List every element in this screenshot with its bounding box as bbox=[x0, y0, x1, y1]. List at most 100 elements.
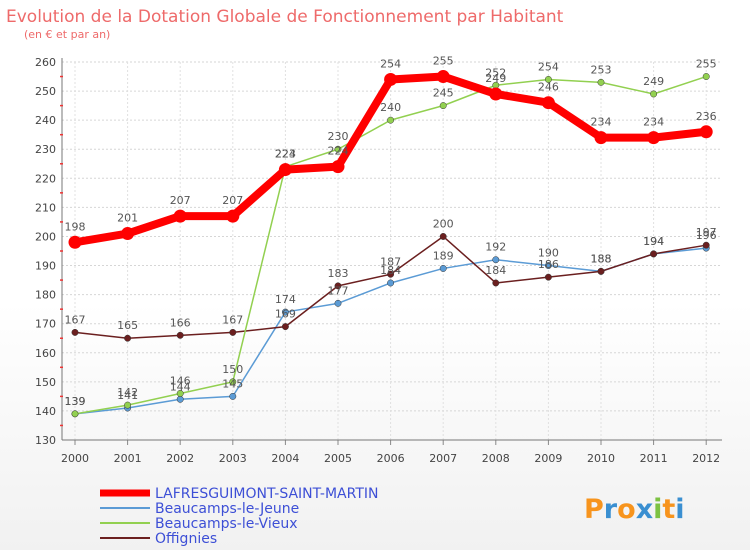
data-point bbox=[439, 264, 447, 272]
data-point bbox=[387, 270, 395, 278]
data-point bbox=[173, 209, 187, 223]
logo-letter: i bbox=[675, 494, 684, 525]
data-point bbox=[650, 90, 658, 98]
data-label: 192 bbox=[485, 241, 506, 254]
data-point bbox=[331, 160, 345, 174]
x-tick-label: 2001 bbox=[114, 452, 142, 465]
logo-letter: i bbox=[653, 494, 662, 525]
data-label: 186 bbox=[538, 258, 559, 271]
data-point bbox=[439, 102, 447, 110]
logo-text: Proxiti bbox=[584, 494, 685, 525]
data-label: 142 bbox=[117, 386, 138, 399]
data-label: 249 bbox=[485, 72, 506, 85]
data-label: 141 bbox=[117, 389, 138, 402]
x-tick-label: 2011 bbox=[640, 452, 668, 465]
labels-beaucamps-le-jeune: 139 141 144 145 174 177 184 189 192 190 188 194 196 bbox=[65, 229, 717, 408]
x-tick-label: 2006 bbox=[377, 452, 405, 465]
data-point bbox=[702, 241, 710, 249]
series-lafresguimont-saint-martin bbox=[68, 70, 713, 249]
data-point bbox=[229, 378, 237, 386]
data-label: 200 bbox=[433, 217, 454, 230]
data-point bbox=[71, 328, 79, 336]
data-label: 194 bbox=[643, 235, 664, 248]
logo-letter: t bbox=[662, 494, 675, 525]
data-label: 188 bbox=[591, 252, 612, 265]
data-point bbox=[702, 73, 710, 80]
data-point bbox=[334, 299, 342, 307]
data-label: 145 bbox=[222, 377, 243, 390]
data-point bbox=[544, 273, 552, 281]
data-label: 187 bbox=[380, 255, 401, 268]
data-point bbox=[229, 392, 237, 400]
data-label: 255 bbox=[696, 58, 717, 71]
legend: LAFRESGUIMONT-SAINT-MARTINBeaucamps-le-J… bbox=[100, 486, 379, 547]
y-tick-label: 230 bbox=[35, 143, 56, 156]
data-label: 188 bbox=[591, 252, 612, 265]
data-label: 223 bbox=[275, 148, 296, 161]
data-point bbox=[597, 267, 605, 275]
data-point bbox=[541, 96, 555, 110]
data-point bbox=[387, 116, 395, 124]
labels-beaucamps-le-vieux: 139 142 146 150 224 230 240 245 252 254 253 249 255 bbox=[65, 58, 717, 408]
legend-label: Beaucamps-le-Jeune bbox=[155, 501, 299, 517]
data-point bbox=[544, 75, 552, 83]
y-tick-label: 250 bbox=[35, 85, 56, 98]
data-point bbox=[489, 87, 503, 101]
legend-label: LAFRESGUIMONT-SAINT-MARTIN bbox=[155, 486, 379, 502]
data-point bbox=[387, 279, 395, 287]
labels-offignies: 167 165 166 167 169 183 187 200 184 186 188 194 197 bbox=[65, 217, 717, 332]
data-point bbox=[650, 250, 658, 258]
data-point bbox=[124, 334, 132, 342]
x-tick-label: 2004 bbox=[271, 452, 299, 465]
data-point bbox=[176, 390, 184, 397]
data-label: 245 bbox=[433, 87, 454, 100]
legend-label: Beaucamps-le-Vieux bbox=[155, 516, 297, 532]
data-point bbox=[492, 256, 500, 264]
y-tick-label: 190 bbox=[35, 260, 56, 273]
x-tick-label: 2000 bbox=[61, 452, 89, 465]
data-label: 240 bbox=[380, 101, 401, 114]
data-label: 184 bbox=[485, 264, 506, 277]
data-label: 201 bbox=[117, 212, 138, 225]
data-point bbox=[281, 308, 289, 316]
data-point bbox=[226, 209, 240, 223]
logo-letter: x bbox=[636, 494, 653, 525]
data-label: 230 bbox=[328, 130, 349, 143]
data-label: 224 bbox=[328, 145, 349, 158]
data-point bbox=[281, 323, 289, 331]
y-tick-label: 160 bbox=[35, 347, 56, 360]
series-beaucamps-le-vieux bbox=[71, 73, 710, 418]
data-point bbox=[492, 279, 500, 287]
y-tick-label: 140 bbox=[35, 405, 56, 418]
data-label: 166 bbox=[170, 316, 191, 329]
data-label: 184 bbox=[380, 264, 401, 277]
data-point bbox=[597, 78, 605, 86]
y-tick-label: 150 bbox=[35, 376, 56, 389]
y-tick-label: 240 bbox=[35, 114, 56, 127]
data-label: 177 bbox=[328, 284, 349, 297]
x-tick-label: 2005 bbox=[324, 452, 352, 465]
data-point bbox=[176, 331, 184, 339]
data-point bbox=[544, 262, 552, 269]
data-label: 165 bbox=[117, 319, 138, 332]
data-label: 207 bbox=[170, 194, 191, 207]
data-point bbox=[278, 163, 292, 177]
data-label: 254 bbox=[538, 60, 559, 73]
data-point bbox=[68, 235, 82, 249]
logo-letter: r bbox=[604, 494, 618, 525]
data-label: 190 bbox=[538, 247, 559, 260]
data-label: 207 bbox=[222, 194, 243, 207]
data-point bbox=[436, 70, 450, 84]
y-tick-label: 220 bbox=[35, 172, 56, 185]
data-point bbox=[647, 131, 661, 145]
data-point bbox=[124, 401, 132, 409]
data-point bbox=[594, 131, 608, 145]
logo-letter: P bbox=[584, 494, 604, 525]
data-label: 169 bbox=[275, 308, 296, 321]
y-tick-label: 180 bbox=[35, 289, 56, 302]
y-tick-label: 200 bbox=[35, 230, 56, 243]
chart-title: Evolution de la Dotation Globale de Fonc… bbox=[6, 7, 564, 27]
